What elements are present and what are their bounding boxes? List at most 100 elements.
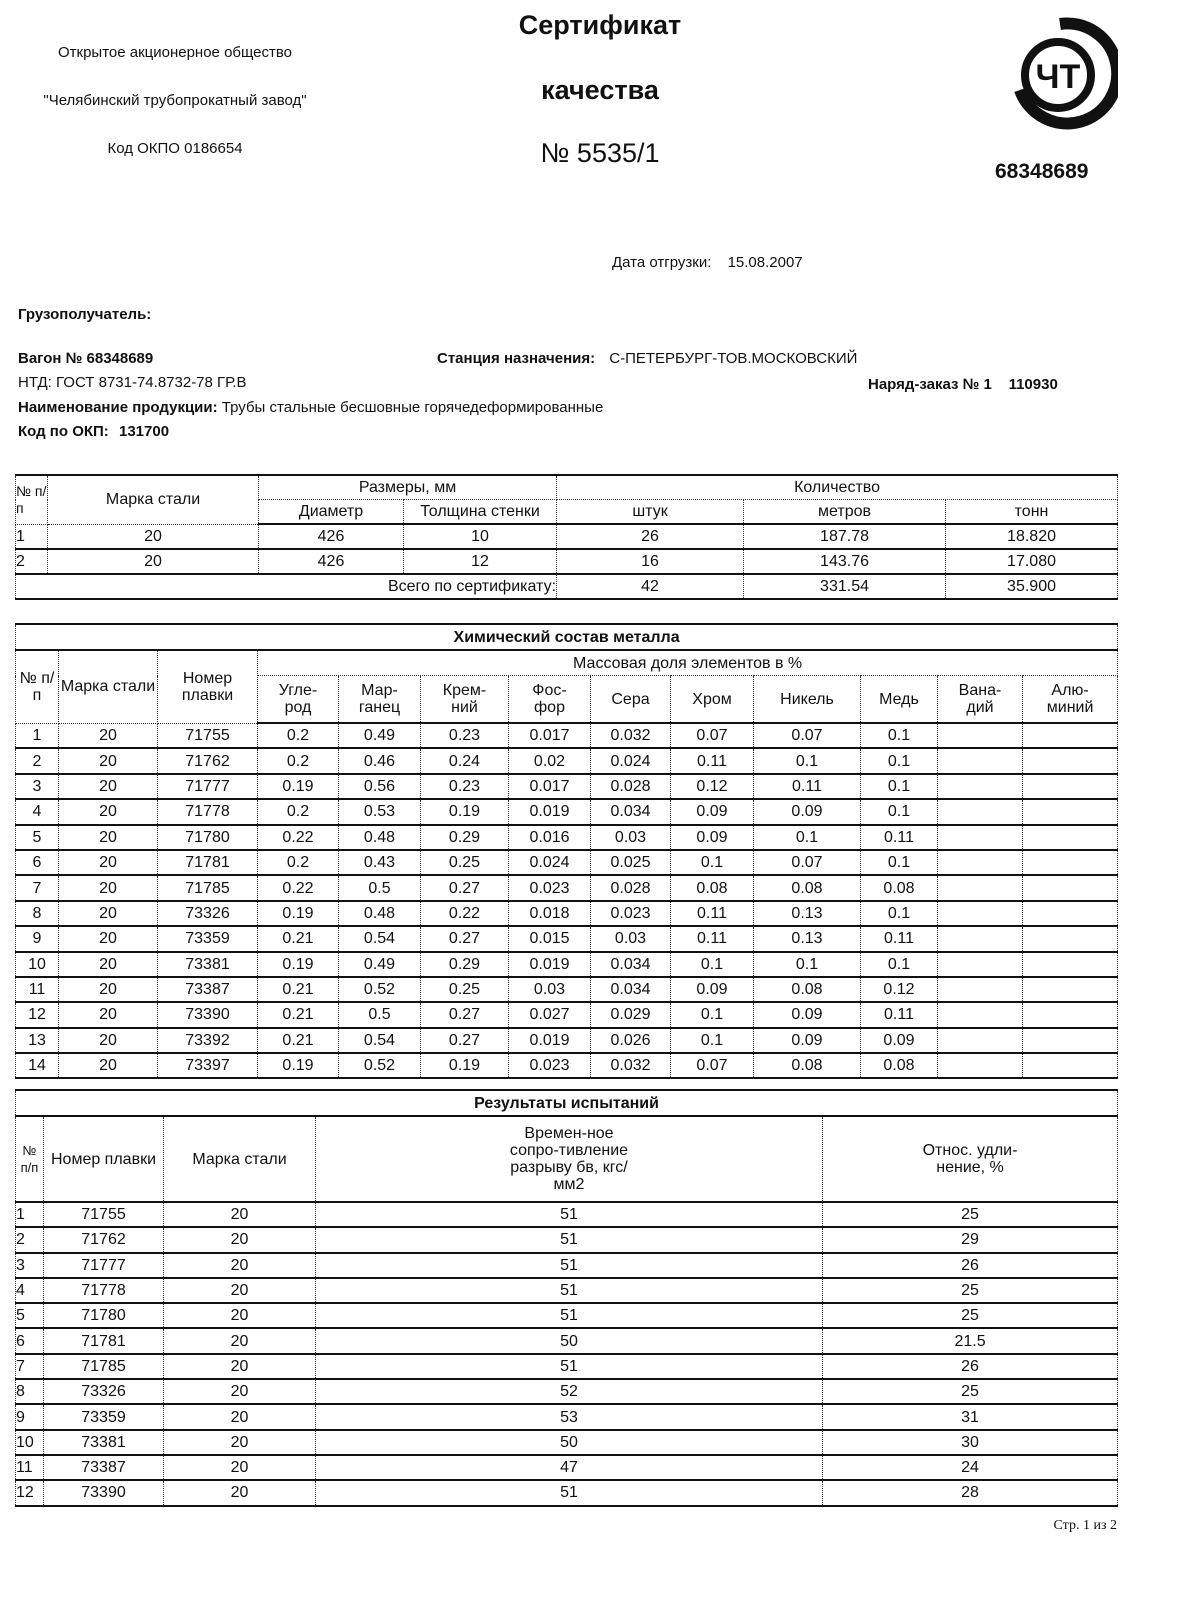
table-cell: 0.5 [338,1001,421,1029]
table-cell: 5 [15,1302,44,1330]
col-pcs: штук [556,499,745,525]
table-cell: 20 [163,1429,316,1456]
table-cell: 0.03 [508,976,591,1004]
table-cell: 1 [15,523,48,550]
chem-col-header: Вана-дий [937,675,1023,724]
table-row: 12 73390 20 51 28 [15,1479,1119,1507]
table-cell: 0.49 [338,722,421,750]
table-cell: 0.56 [338,773,421,801]
table-cell: 20 [58,798,158,826]
table-cell: 0.5 [338,874,421,902]
table-cell: 7 [15,874,59,902]
table-cell [1021,900,1119,928]
table-cell: 1 [15,722,59,750]
table-row: 2 71762 20 51 29 [15,1226,1119,1254]
table-cell: 6 [15,849,59,877]
table-cell: 3 [15,773,59,801]
table-cell: 0.08 [753,976,861,1004]
table-row: 6 20 71781 0.2 0.43 0.25 0.024 0.025 0.1 0.07 0.1 [15,849,1119,877]
table-cell: 71762 [157,747,258,775]
table-cell: 13 [15,1027,59,1055]
table-cell: 0.018 [508,900,591,928]
table-cell: 0.1 [860,798,938,826]
table-cell: 71785 [43,1353,164,1381]
table-cell: 0.19 [257,773,339,801]
table-cell: 0.1 [860,951,938,978]
table-cell: 0.22 [257,874,339,902]
chem-col-header: Крем-ний [420,675,509,724]
table-cell: 71762 [43,1226,164,1254]
table-cell: 0.024 [508,849,591,877]
table-cell: 28 [821,1479,1119,1507]
table-cell: 0.024 [590,747,671,775]
chem-col-header: Мар-ганец [338,675,421,724]
table-cell: 0.23 [420,773,509,801]
table-cell: 9 [15,1403,44,1431]
table-cell: 0.023 [590,900,671,928]
table-cell: 0.12 [670,773,754,801]
table-row: 10 73381 20 50 30 [15,1429,1119,1456]
consignee-label: Грузополучатель: [18,306,152,323]
table-cell: 20 [47,523,259,550]
table-cell: 0.13 [753,925,861,953]
table-cell: 0.09 [753,798,861,826]
table-cell: 0.53 [338,798,421,826]
table-cell: 10 [402,523,558,550]
table-cell: 0.08 [670,874,754,902]
chem-col-num: № п/п [15,649,59,724]
chem-col-grade: Марка стали [58,649,158,724]
table-cell: 0.017 [508,722,591,750]
wagon-number: Вагон № 68348689 [18,350,154,367]
table-cell: 0.019 [508,798,591,826]
table-cell [937,1052,1023,1080]
total-pcs: 42 [556,573,745,600]
table-cell: 0.028 [590,773,671,801]
table-cell: 0.11 [670,747,754,775]
table-cell: 0.09 [670,798,754,826]
table-cell: 25 [821,1378,1119,1406]
table-cell [1021,1052,1119,1080]
table-cell: 0.026 [590,1027,671,1055]
table-cell [937,773,1023,801]
col-diameter: Диаметр [258,499,404,525]
col-wall: Толщина стенки [402,499,558,525]
table-cell: 14 [15,1052,59,1080]
table-cell: 73359 [43,1403,164,1431]
table-cell [1021,874,1119,902]
table-cell: 25 [821,1277,1119,1305]
table-cell: 0.54 [338,925,421,953]
work-order: Наряд-заказ № 1 110930 [868,376,1058,393]
table-cell: 20 [47,548,259,575]
table-cell: 20 [163,1201,316,1229]
table-cell: 0.09 [670,976,754,1004]
okp-value: 131700 [118,423,170,440]
table-cell: 20 [58,747,158,775]
table-cell: 0.2 [257,849,339,877]
table-cell: 73359 [157,925,258,953]
table-cell [1021,773,1119,801]
tests-title: Результаты испытаний [14,1089,1119,1117]
table-cell: 20 [163,1252,316,1279]
table-cell: 20 [58,1027,158,1055]
table-cell: 73381 [43,1429,164,1456]
table-row: 11 20 73387 0.21 0.52 0.25 0.03 0.034 0.09 0.08 0.… [15,976,1119,1004]
table-row: 1 20 426 10 26 187.78 18.820 [15,523,1119,550]
table-cell: 0.034 [590,976,671,1004]
table-cell: 0.21 [257,1001,339,1029]
table-cell [937,824,1023,851]
table-cell: 0.2 [257,747,339,775]
table-cell: 73326 [157,900,258,928]
page-number: Стр. 1 из 2 [1053,1518,1117,1533]
test-col-header: Марка стали [163,1115,316,1203]
table-cell: 0.034 [590,798,671,826]
table-cell: 0.11 [860,824,938,851]
table-cell: 71755 [157,722,258,750]
table-cell: 10 [15,951,59,978]
table-cell: 12 [402,548,558,575]
table-cell [1021,798,1119,826]
table-cell: 0.019 [508,1027,591,1055]
table-cell: 0.1 [860,722,938,750]
table-cell: 0.2 [257,798,339,826]
table-cell: 51 [315,1201,823,1229]
table-cell: 0.08 [860,874,938,902]
